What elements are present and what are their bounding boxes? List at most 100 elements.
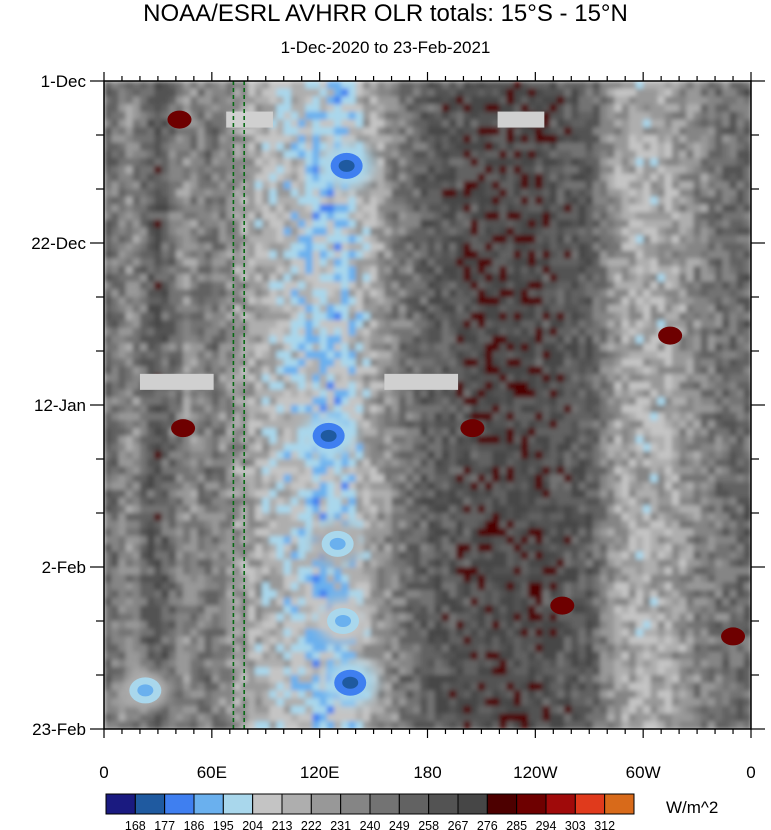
- olr-cell: [520, 96, 530, 106]
- olr-cell: [743, 111, 751, 121]
- olr-cell: [499, 312, 508, 322]
- olr-cell: [564, 320, 573, 329]
- olr-cell: [564, 489, 573, 499]
- olr-cell: [650, 235, 659, 244]
- olr-cell: [664, 111, 673, 121]
- olr-cell: [420, 181, 429, 190]
- olr-cell: [449, 273, 458, 283]
- olr-cell: [679, 351, 688, 360]
- olr-cell: [154, 389, 163, 399]
- olr-cell: [621, 358, 630, 368]
- olr-cell: [664, 127, 673, 136]
- olr-cell: [147, 158, 156, 167]
- olr-cell: [226, 412, 235, 422]
- olr-cell: [132, 304, 141, 314]
- olr-cell: [600, 196, 609, 206]
- olr-cell: [377, 366, 386, 376]
- olr-cell: [398, 81, 407, 90]
- olr-cell: [290, 412, 300, 422]
- olr-cell: [139, 165, 149, 175]
- olr-cell: [477, 374, 487, 383]
- olr-cell: [542, 374, 551, 383]
- olr-cell: [204, 497, 213, 507]
- olr-cell: [729, 397, 738, 406]
- olr-cell: [384, 150, 393, 160]
- olr-cell: [628, 374, 637, 383]
- olr-cell: [391, 466, 400, 476]
- olr-cell: [154, 343, 163, 352]
- olr-cell: [362, 451, 371, 460]
- olr-cell: [643, 119, 652, 129]
- olr-cell: [355, 88, 364, 98]
- olr-cell: [671, 389, 681, 399]
- olr-cell: [449, 250, 458, 260]
- olr-cell: [499, 135, 508, 144]
- olr-cell: [377, 451, 386, 460]
- olr-cell: [111, 204, 120, 214]
- olr-cell: [635, 196, 645, 206]
- olr-cell: [707, 327, 717, 337]
- olr-cell: [405, 88, 415, 98]
- olr-cell: [671, 119, 681, 129]
- olr-cell: [362, 482, 371, 491]
- olr-cell: [657, 381, 666, 391]
- olr-cell: [319, 327, 328, 337]
- olr-cell: [147, 289, 156, 298]
- olr-cell: [219, 227, 228, 237]
- olr-cell: [535, 150, 544, 160]
- olr-cell: [262, 335, 271, 345]
- olr-cell: [614, 81, 623, 90]
- olr-cell: [377, 135, 386, 144]
- olr-cell: [485, 397, 494, 406]
- olr-cell: [175, 181, 185, 190]
- olr-cell: [513, 304, 522, 314]
- olr-cell: [219, 119, 228, 129]
- olr-cell: [247, 343, 256, 352]
- olr-cell: [722, 173, 731, 183]
- olr-cell: [542, 351, 551, 360]
- olr-cell: [449, 196, 458, 206]
- olr-cell: [585, 312, 594, 322]
- olr-cell: [348, 489, 357, 499]
- olr-cell: [499, 405, 508, 414]
- olr-cell: [441, 312, 451, 322]
- olr-cell: [183, 212, 192, 221]
- olr-cell: [592, 335, 602, 345]
- olr-cell: [334, 250, 343, 260]
- olr-cell: [211, 335, 221, 345]
- olr-cell: [111, 474, 120, 484]
- olr-cell: [679, 482, 688, 491]
- olr-cell: [729, 266, 738, 275]
- olr-cell: [628, 389, 637, 399]
- olr-cell: [564, 219, 573, 229]
- olr-cell: [104, 466, 113, 476]
- olr-cell: [211, 343, 221, 352]
- olr-cell: [520, 343, 530, 352]
- olr-cell: [715, 443, 724, 453]
- olr-cell: [276, 420, 285, 430]
- olr-cell: [614, 335, 623, 345]
- olr-cell: [664, 196, 673, 206]
- olr-cell: [686, 374, 695, 383]
- olr-cell: [262, 104, 271, 113]
- olr-cell: [441, 96, 451, 106]
- olr-cell: [269, 258, 278, 268]
- olr-cell: [247, 88, 256, 98]
- olr-cell: [219, 343, 228, 352]
- olr-cell: [456, 111, 465, 121]
- olr-cell: [592, 104, 602, 113]
- olr-cell: [298, 366, 307, 376]
- olr-cell: [520, 435, 530, 445]
- olr-cell: [441, 320, 451, 329]
- olr-cell: [470, 435, 479, 445]
- olr-cell: [319, 273, 328, 283]
- olr-cell: [664, 366, 673, 376]
- olr-cell: [707, 243, 717, 252]
- olr-cell: [456, 304, 465, 314]
- olr-cell: [592, 389, 602, 399]
- olr-cell: [298, 119, 307, 129]
- olr-cell: [204, 466, 213, 476]
- olr-cell: [161, 312, 170, 322]
- olr-cell: [348, 189, 357, 198]
- olr-cell: [283, 343, 292, 352]
